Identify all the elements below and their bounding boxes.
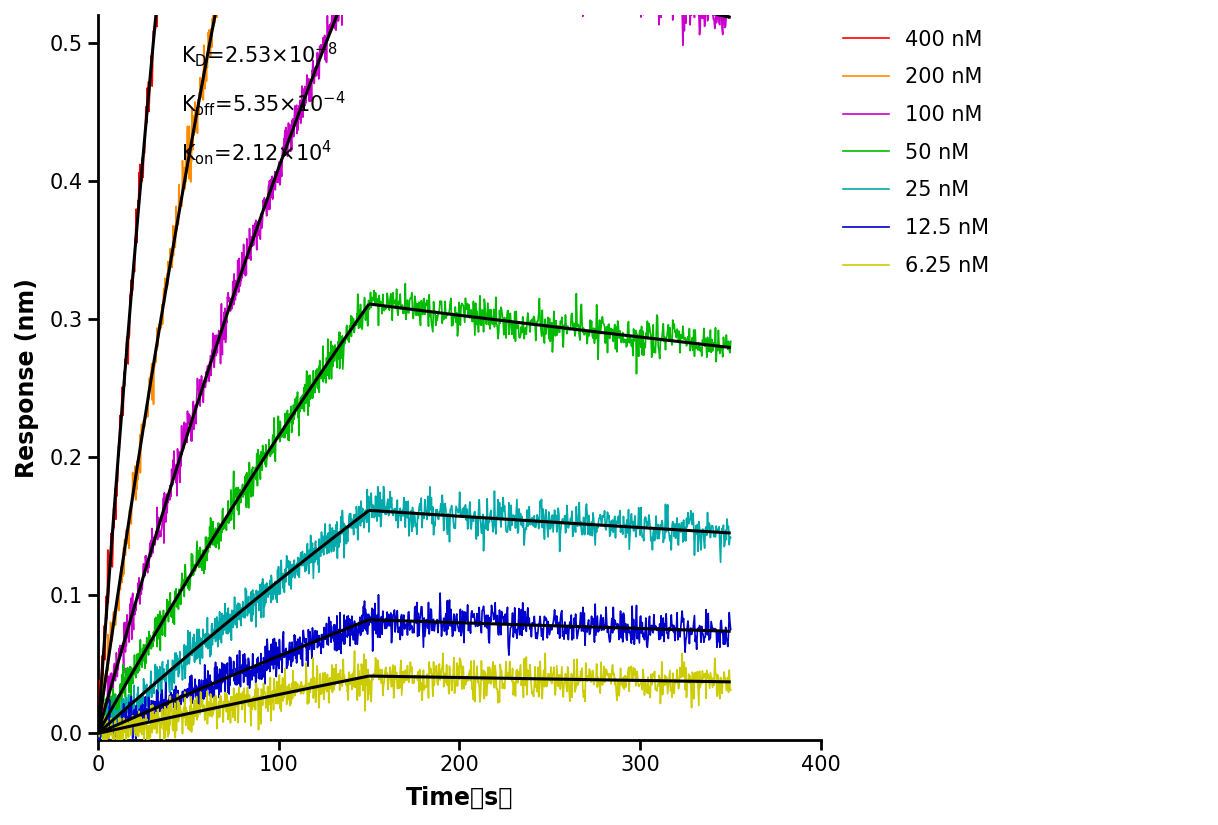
25 nM (582, 530, 597, 540)
50 nM (93, 740, 107, 750)
12.5 nM (530, 634, 544, 644)
50 nM (723, 337, 738, 346)
25 nM (322, 548, 336, 558)
25 nM (530, 510, 544, 520)
50 nM (248, 468, 263, 478)
12.5 nM (582, 629, 597, 639)
6.25 nM (347, 646, 362, 656)
6.25 nM (723, 686, 738, 695)
Line: 50 nM: 50 nM (97, 284, 731, 745)
50 nM (530, 316, 544, 326)
100 nM (723, 0, 738, 2)
12.5 nM (723, 625, 738, 634)
12.5 nM (248, 685, 263, 695)
Line: 400 nM: 400 nM (97, 0, 731, 736)
12.5 nM (432, 588, 447, 598)
50 nM (90, 729, 105, 739)
Legend: 400 nM, 200 nM, 100 nM, 50 nM, 25 nM, 12.5 nM, 6.25 nM: 400 nM, 200 nM, 100 nM, 50 nM, 25 nM, 12… (839, 26, 994, 280)
100 nM (93, 734, 107, 744)
12.5 nM (90, 719, 105, 728)
12.5 nM (322, 614, 336, 624)
25 nM (248, 622, 263, 632)
6.25 nM (90, 723, 105, 733)
Line: 6.25 nM: 6.25 nM (97, 651, 731, 751)
400 nM (90, 731, 105, 741)
25 nM (90, 720, 105, 730)
6.25 nM (582, 667, 597, 676)
100 nM (322, 26, 336, 35)
6.25 nM (248, 693, 263, 703)
25 nM (650, 534, 665, 544)
Line: 100 nM: 100 nM (97, 0, 731, 739)
25 nM (320, 540, 335, 549)
Y-axis label: Response (nm): Response (nm) (15, 278, 39, 478)
25 nM (376, 482, 391, 492)
25 nM (723, 533, 738, 543)
Text: K$_\mathrm{D}$=2.53×10$^{-8}$
K$_\mathrm{off}$=5.35×10$^{-4}$
K$_\mathrm{on}$=2.: K$_\mathrm{D}$=2.53×10$^{-8}$ K$_\mathrm… (181, 40, 346, 167)
50 nM (320, 370, 335, 380)
100 nM (248, 215, 263, 225)
25 nM (91, 757, 106, 767)
Line: 25 nM: 25 nM (97, 487, 731, 762)
6.25 nM (107, 746, 122, 756)
50 nM (398, 279, 413, 289)
200 nM (90, 729, 105, 739)
X-axis label: Time（s）: Time（s） (406, 786, 513, 810)
50 nM (322, 374, 336, 384)
12.5 nM (91, 749, 106, 759)
6.25 nM (530, 686, 544, 696)
100 nM (90, 731, 105, 741)
12.5 nM (650, 625, 665, 634)
6.25 nM (320, 669, 335, 679)
12.5 nM (320, 632, 335, 642)
Line: 200 nM: 200 nM (97, 0, 731, 740)
100 nM (320, 11, 335, 21)
50 nM (582, 315, 597, 325)
6.25 nM (322, 673, 336, 683)
100 nM (650, 3, 665, 13)
200 nM (91, 735, 106, 745)
6.25 nM (650, 680, 665, 690)
50 nM (650, 312, 665, 322)
Line: 12.5 nM: 12.5 nM (97, 593, 731, 754)
